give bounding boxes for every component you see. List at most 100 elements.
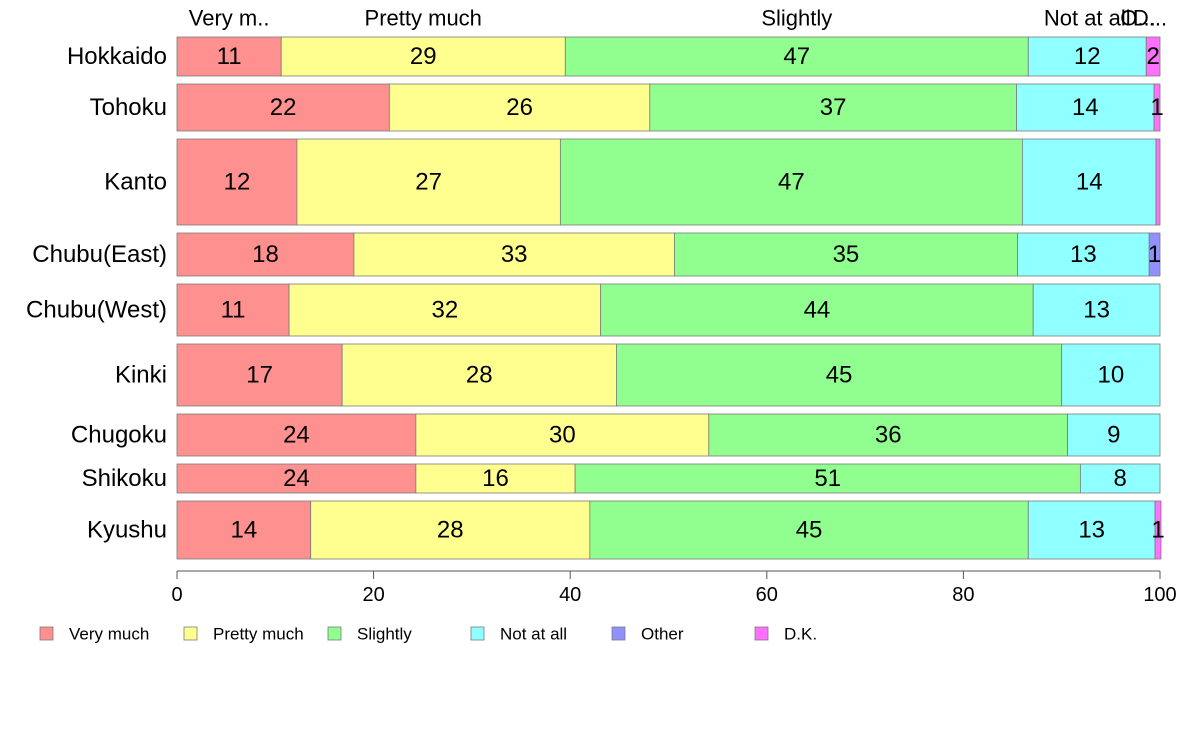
top-label-1: Very m..: [189, 6, 270, 31]
data-label-kinki-not-at-all: 10: [1097, 362, 1124, 389]
legend-label-very-much: Very much: [69, 625, 149, 644]
data-label-tohoku-pretty-much: 26: [506, 94, 533, 121]
bar-segment-kanto-d-k: [1155, 138, 1161, 226]
data-label-chugoku-pretty-much: 30: [549, 422, 576, 449]
data-label-shikoku-very-much: 24: [283, 465, 310, 492]
bar-segment-kyushu-pretty-much: [310, 500, 591, 560]
bar-row-tohoku: 22 26 37 14 1: [176, 83, 1164, 132]
x-tick-label-60: 60: [756, 584, 778, 606]
data-label-chugoku-slightly: 36: [875, 422, 902, 449]
bar-segment-hokkaido-not-at-all: [1027, 36, 1147, 77]
bar-segment-hokkaido-slightly: [564, 36, 1029, 77]
bar-row-chugoku: 24 30 36 9: [176, 413, 1161, 457]
data-label-chubu-east-other: 1: [1148, 241, 1161, 268]
data-label-kyushu-slightly: 45: [796, 517, 823, 544]
legend-swatch-not-at-all: [470, 626, 485, 641]
bar-row-chubu-west: 11 32 44 13: [176, 283, 1161, 337]
bar-segment-hokkaido-pretty-much: [280, 36, 566, 77]
data-label-chubu-east-very-much: 18: [252, 241, 279, 268]
data-label-chubu-west-slightly: 44: [804, 297, 831, 324]
bar-segment-tohoku-not-at-all: [1016, 83, 1155, 132]
data-label-kyushu-d-k: 1: [1151, 517, 1164, 544]
data-label-chugoku-not-at-all: 9: [1107, 422, 1120, 449]
bar-segment-kanto-slightly: [559, 138, 1023, 226]
bar-segment-chubu-west-pretty-much: [288, 283, 602, 337]
data-label-hokkaido-very-much: 11: [217, 43, 242, 70]
data-label-kinki-slightly: 45: [826, 362, 853, 389]
region-label-tohoku: Tohoku: [90, 94, 167, 121]
region-label-kanto: Kanto: [104, 169, 167, 196]
x-tick-label-20: 20: [362, 584, 384, 606]
bar-segment-chubu-west-very-much: [176, 283, 290, 337]
top-label-4: Not at all: [1044, 6, 1131, 31]
top-label-3: Slightly: [761, 6, 832, 31]
region-label-hokkaido: Hokkaido: [67, 43, 167, 70]
legend: Very much Pretty much Slightly Not at all Ot…: [39, 625, 817, 644]
data-label-kanto-very-much: 12: [224, 169, 251, 196]
bar-segment-kinki-slightly: [616, 343, 1063, 407]
x-tick-label-0: 0: [171, 584, 182, 606]
data-label-kanto-not-at-all: 14: [1076, 169, 1103, 196]
bar-segment-chubu-east-slightly: [673, 232, 1018, 277]
data-label-kinki-very-much: 17: [246, 362, 273, 389]
data-label-tohoku-very-much: 22: [270, 94, 297, 121]
data-label-kanto-pretty-much: 27: [415, 169, 442, 196]
x-tick-label-100: 100: [1143, 584, 1176, 606]
legend-label-slightly: Slightly: [357, 625, 412, 644]
bar-segment-kanto-very-much: [176, 138, 298, 226]
bar-row-kyushu: 14 28 45 13 1: [176, 500, 1165, 560]
data-label-tohoku-slightly: 37: [820, 94, 847, 121]
x-tick-label-80: 80: [952, 584, 974, 606]
bar-segment-tohoku-very-much: [176, 83, 390, 132]
data-label-hokkaido-slightly: 47: [783, 43, 810, 70]
bar-segment-hokkaido-very-much: [176, 36, 282, 77]
x-axis: 0 20 40 60 80 100: [171, 570, 1177, 606]
data-label-tohoku-d-k: 1: [1150, 94, 1163, 121]
bar-segment-hokkaido-d-k: [1145, 36, 1161, 77]
data-label-chubu-east-slightly: 35: [833, 241, 860, 268]
data-label-shikoku-pretty-much: 16: [482, 465, 509, 492]
legend-swatch-other: [611, 626, 626, 641]
data-label-kanto-slightly: 47: [778, 169, 805, 196]
data-label-hokkaido-d-k: 2: [1146, 43, 1159, 70]
bar-segment-chugoku-very-much: [176, 413, 417, 457]
region-label-chugoku: Chugoku: [71, 422, 167, 449]
bar-row-chubu-east: 18 33 35 13 1: [176, 232, 1161, 277]
legend-swatch-slightly: [327, 626, 342, 641]
bar-segment-kyushu-slightly: [589, 500, 1029, 560]
bar-row-shikoku: 24 16 51 8: [176, 463, 1161, 494]
bar-row-hokkaido: 11 29 47 12 2: [176, 36, 1161, 77]
data-label-chubu-east-pretty-much: 33: [501, 241, 528, 268]
bar-segment-kinki-not-at-all: [1061, 343, 1161, 407]
data-label-shikoku-slightly: 51: [814, 465, 841, 492]
legend-label-d-k: D.K.: [784, 625, 817, 644]
region-label-chubu-west: Chubu(West): [26, 297, 167, 324]
legend-label-pretty-much: Pretty much: [213, 625, 304, 644]
bar-segment-kinki-very-much: [176, 343, 343, 407]
bar-segment-chubu-east-not-at-all: [1017, 232, 1150, 277]
data-label-chubu-west-not-at-all: 13: [1083, 297, 1110, 324]
data-label-hokkaido-pretty-much: 29: [410, 43, 437, 70]
bar-segment-chubu-west-slightly: [600, 283, 1034, 337]
bar-segment-tohoku-slightly: [649, 83, 1017, 132]
bar-segment-chugoku-pretty-much: [415, 413, 710, 457]
legend-label-not-at-all: Not at all: [500, 625, 567, 644]
bar-segment-shikoku-very-much: [176, 463, 417, 494]
legend-swatch-very-much: [39, 626, 54, 641]
data-label-tohoku-not-at-all: 14: [1072, 94, 1099, 121]
legend-swatch-d-k: [754, 626, 769, 641]
bar-segment-kyushu-not-at-all: [1027, 500, 1156, 560]
data-label-kyushu-pretty-much: 28: [437, 517, 464, 544]
x-tick-label-40: 40: [559, 584, 581, 606]
legend-label-other: Other: [641, 625, 684, 644]
bar-segment-chubu-east-very-much: [176, 232, 355, 277]
bar-segment-chugoku-not-at-all: [1067, 413, 1161, 457]
bar-segment-kanto-not-at-all: [1021, 138, 1157, 226]
bar-segment-kinki-pretty-much: [341, 343, 617, 407]
top-label-6: D...: [1133, 6, 1167, 31]
data-label-shikoku-not-at-all: 8: [1114, 465, 1127, 492]
region-label-chubu-east: Chubu(East): [32, 241, 167, 268]
legend-swatch-pretty-much: [183, 626, 198, 641]
bar-segment-chubu-east-pretty-much: [353, 232, 675, 277]
